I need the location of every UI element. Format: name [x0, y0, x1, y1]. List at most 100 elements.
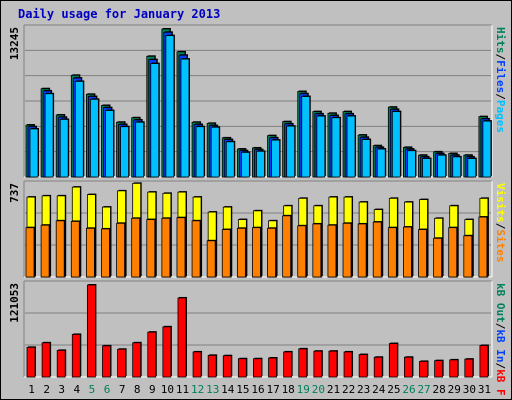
pages-bar-day-19: [301, 96, 311, 178]
legend-bottom-part-4: kB F: [494, 369, 507, 396]
sites-bar-day-4: [70, 221, 80, 278]
day-label-11: 11: [176, 383, 189, 396]
sites-bar-day-8: [131, 217, 141, 278]
day-label-8: 8: [134, 383, 141, 396]
sites-bar-day-9: [146, 219, 156, 278]
day-label-20: 20: [312, 383, 325, 396]
chart-labels: 1 2 3 4 5 6 7 8 9 10 11 12 13 14 15 16 17 18 19 20 21 22 23 24 2…: [8, 27, 507, 396]
kbf-bar-day-23: [358, 354, 368, 378]
pages-bar-day-24: [376, 148, 386, 178]
sites-bar-day-19: [297, 225, 307, 278]
pages-bar-day-10: [165, 35, 175, 178]
legend-bottom-part-3: /: [494, 363, 507, 370]
day-label-2: 2: [43, 383, 50, 396]
pages-bar-day-2: [44, 93, 54, 178]
day-label-22: 22: [342, 383, 355, 396]
pages-bar-day-7: [120, 126, 129, 178]
pages-bar-day-26: [407, 150, 416, 178]
day-label-27: 27: [417, 383, 430, 396]
pages-bar-day-30: [467, 158, 477, 178]
legend-middle-part-1: /: [494, 223, 507, 230]
pages-bar-day-15: [240, 152, 250, 178]
day-label-26: 26: [402, 383, 415, 396]
pages-bar-day-12: [195, 126, 205, 178]
sites-bar-day-1: [25, 227, 35, 278]
sites-bar-day-27: [418, 229, 427, 278]
sites-bar-day-15: [236, 227, 246, 278]
ymax-label-visits-sites: 737: [8, 183, 21, 203]
pages-bar-day-20: [316, 115, 326, 178]
sites-bar-day-17: [267, 227, 276, 278]
sites-bar-day-21: [327, 224, 337, 278]
sites-bar-day-11: [176, 217, 186, 278]
pages-bar-day-27: [422, 158, 431, 178]
sites-bar-day-29: [448, 227, 458, 278]
pages-bar-day-23: [361, 139, 371, 178]
kbf-bar-day-20: [313, 350, 323, 378]
kbf-bar-day-14: [222, 355, 232, 378]
pages-bar-day-14: [225, 141, 235, 178]
pages-bar-day-25: [391, 111, 401, 178]
pages-bar-day-21: [331, 117, 341, 178]
day-label-16: 16: [251, 383, 264, 396]
pages-bar-day-13: [210, 126, 220, 178]
kbf-bar-day-5: [86, 284, 96, 378]
day-label-6: 6: [104, 383, 111, 396]
pages-bar-day-18: [286, 125, 296, 178]
sites-bar-day-28: [433, 237, 443, 278]
sites-bar-day-20: [312, 223, 322, 278]
kbf-bar-day-24: [373, 356, 383, 378]
kbf-bar-day-28: [434, 360, 444, 378]
kbf-bar-day-1: [26, 346, 36, 378]
kbf-bar-day-16: [253, 358, 262, 378]
legend-middle-part-2: Sites: [494, 229, 507, 262]
kbf-bar-day-3: [56, 350, 66, 378]
day-label-31: 31: [478, 383, 491, 396]
sites-bar-day-7: [116, 222, 125, 278]
sites-bar-day-2: [40, 224, 50, 278]
day-label-30: 30: [463, 383, 476, 396]
kbf-bar-day-10: [162, 326, 172, 378]
legend-top-part-3: /: [494, 93, 507, 100]
kbf-bar-day-25: [388, 343, 398, 378]
day-label-18: 18: [282, 383, 295, 396]
kbf-bar-day-9: [147, 331, 157, 378]
pages-bar-day-29: [452, 156, 462, 178]
sites-bar-day-12: [191, 220, 201, 278]
sites-bar-day-26: [403, 226, 412, 278]
legend-top-part-1: /: [494, 54, 507, 61]
sites-bar-day-23: [357, 223, 367, 278]
legend-bottom-part-0: kB Out: [494, 283, 507, 323]
pages-bar-day-31: [482, 120, 492, 178]
legend-top: Hits/Files/Pages: [494, 27, 507, 133]
day-label-29: 29: [448, 383, 461, 396]
kbf-bar-day-31: [479, 345, 489, 378]
ymax-label-kbytes: 121053: [8, 283, 21, 323]
legend-bottom-part-2: kB In: [494, 329, 507, 362]
pages-bar-day-17: [271, 139, 280, 178]
legend-middle: Visits/Sites: [494, 183, 507, 263]
day-label-7: 7: [119, 383, 126, 396]
sites-bar-day-16: [252, 227, 261, 278]
kbf-bar-day-7: [117, 348, 126, 378]
kbf-bar-day-18: [283, 351, 293, 378]
sites-bar-day-14: [221, 229, 231, 278]
sites-bar-day-10: [161, 217, 171, 278]
kbf-bar-day-15: [237, 358, 247, 378]
kbf-bar-day-17: [268, 357, 277, 378]
sites-bar-day-24: [372, 221, 382, 278]
kbf-bar-day-13: [207, 354, 217, 378]
day-label-5: 5: [89, 383, 96, 396]
legend-bottom: kB Out/kB In/kB F: [494, 283, 507, 396]
sites-bar-day-30: [463, 235, 473, 278]
pages-bar-day-1: [29, 128, 39, 178]
kbf-bar-day-27: [419, 361, 428, 378]
sites-bar-day-18: [282, 215, 292, 278]
chart-marks: [25, 28, 492, 378]
kbf-bar-day-30: [464, 358, 474, 378]
kbf-bar-day-21: [328, 350, 338, 378]
kbf-bar-day-8: [132, 342, 142, 378]
day-label-15: 15: [236, 383, 249, 396]
pages-bar-day-8: [135, 121, 145, 178]
day-label-12: 12: [191, 383, 204, 396]
